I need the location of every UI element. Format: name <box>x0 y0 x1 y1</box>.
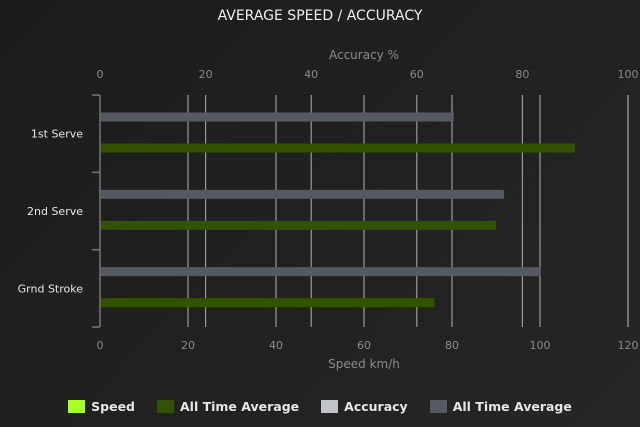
category-label: Grnd Stroke <box>18 282 84 295</box>
speed-tick-label: 40 <box>269 339 283 352</box>
legend-swatch <box>157 400 174 413</box>
accuracy-average-bar <box>101 112 454 122</box>
speed-tick-label: 60 <box>357 339 371 352</box>
speed-tick-label: 20 <box>181 339 195 352</box>
accuracy-tick-label: 100 <box>618 68 639 81</box>
legend-swatch <box>321 400 339 413</box>
category-label: 1st Serve <box>31 128 83 141</box>
speed-average-bar <box>101 220 496 230</box>
legend-label: Accuracy <box>344 399 408 414</box>
legend-item[interactable]: Accuracy <box>321 399 408 414</box>
accuracy-axis-label: Accuracy % <box>329 48 399 62</box>
accuracy-average-bar <box>101 189 504 199</box>
accuracy-tick-label: 80 <box>515 68 529 81</box>
speed-tick-label: 120 <box>618 339 639 352</box>
accuracy-tick-label: 0 <box>97 68 104 81</box>
legend-item[interactable]: All Time Average <box>429 399 572 414</box>
category-label: 2nd Serve <box>27 205 83 218</box>
accuracy-tick-label: 40 <box>304 68 318 81</box>
speed-axis-label: Speed km/h <box>328 357 400 371</box>
accuracy-average-bar <box>101 267 541 277</box>
legend-item[interactable]: All Time Average <box>157 399 299 414</box>
legend-swatch <box>68 400 86 413</box>
bar-chart: 0 20 40 60 80 100 120 0 20 40 60 80 100 Accuracy % Spe… <box>18 48 639 371</box>
speed-tick-label: 0 <box>97 339 104 352</box>
speed-tick-label: 80 <box>445 339 459 352</box>
legend-label: All Time Average <box>180 399 300 414</box>
legend-swatch <box>429 400 447 413</box>
accuracy-tick-label: 60 <box>410 68 424 81</box>
legend-item[interactable]: Speed <box>68 399 135 414</box>
accuracy-tick-label: 20 <box>199 68 213 81</box>
speed-average-bar <box>101 298 435 308</box>
legend: Speed All Time Average Accuracy All Time Av… <box>0 399 640 414</box>
chart-title: AVERAGE SPEED / ACCURACY <box>217 8 423 24</box>
speed-tick-label: 100 <box>530 339 551 352</box>
legend-label: Speed <box>91 399 135 414</box>
speed-average-bar <box>101 143 576 153</box>
legend-label: All Time Average <box>452 399 572 414</box>
